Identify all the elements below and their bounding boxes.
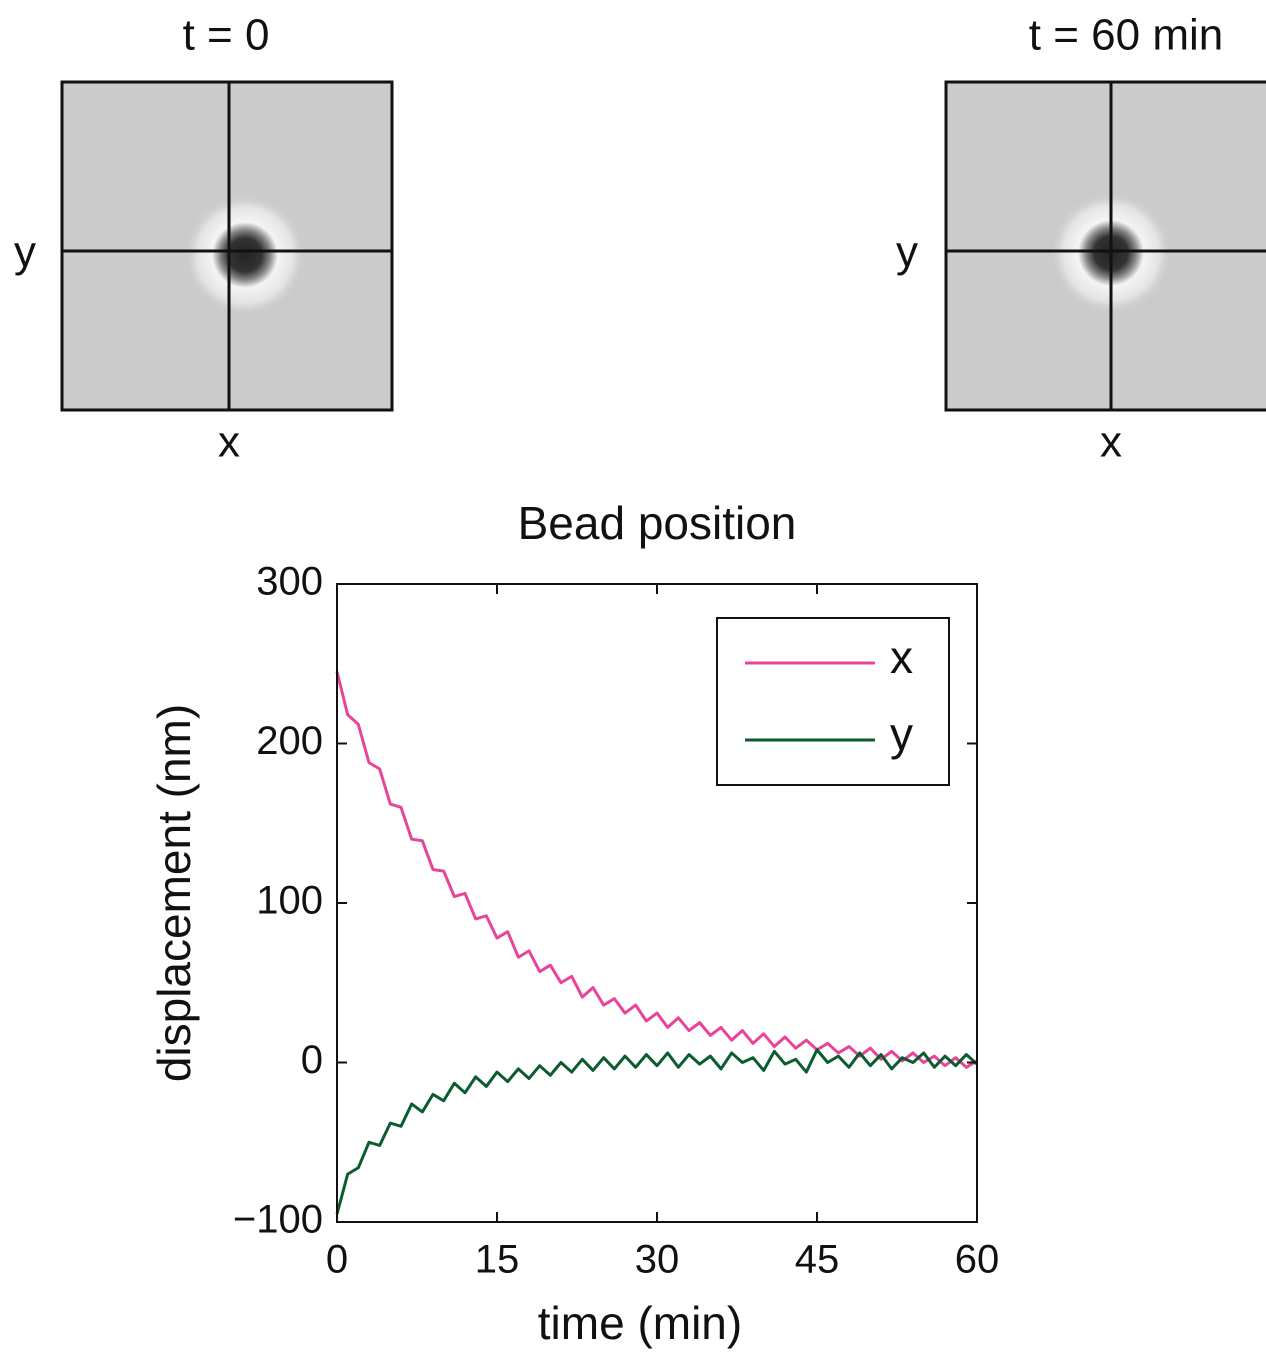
- y-tick-label: −100: [233, 1198, 323, 1242]
- x-tick-label: 0: [326, 1238, 348, 1282]
- y-tick-label: 200: [256, 719, 323, 763]
- panel-title: t = 0: [183, 11, 270, 60]
- panel-x-label: x: [1100, 418, 1122, 467]
- y-tick-label: 100: [256, 879, 323, 923]
- x-tick-label: 60: [955, 1238, 1000, 1282]
- panel-title: t = 60 min: [1029, 11, 1223, 60]
- chart-title: Bead position: [518, 497, 797, 549]
- panel-x-label: x: [218, 418, 240, 467]
- legend-label: x: [890, 631, 913, 683]
- image-frame: [60, 80, 394, 412]
- panel-right: t = 60 min y x: [896, 11, 1266, 467]
- y-tick-label: 300: [256, 560, 323, 604]
- panels: t = 0 y x t = 60 min y x: [14, 11, 1266, 467]
- panel-left: t = 0 y x: [14, 11, 394, 467]
- panel-y-label: y: [14, 228, 36, 277]
- panel-y-label: y: [896, 228, 918, 277]
- y-axis-label: displacement (nm): [148, 704, 200, 1082]
- y-tick-label: 0: [301, 1038, 323, 1082]
- x-tick-label: 15: [475, 1238, 520, 1282]
- data-line: [335, 1048, 979, 1215]
- legend-box: [716, 617, 950, 786]
- data-line: [335, 671, 978, 1069]
- x-tick-label: 30: [635, 1238, 680, 1282]
- x-axis-label: time (min): [538, 1297, 742, 1349]
- x-tick-label: 45: [795, 1238, 840, 1282]
- legend-label: y: [890, 708, 913, 760]
- bead: [185, 195, 305, 315]
